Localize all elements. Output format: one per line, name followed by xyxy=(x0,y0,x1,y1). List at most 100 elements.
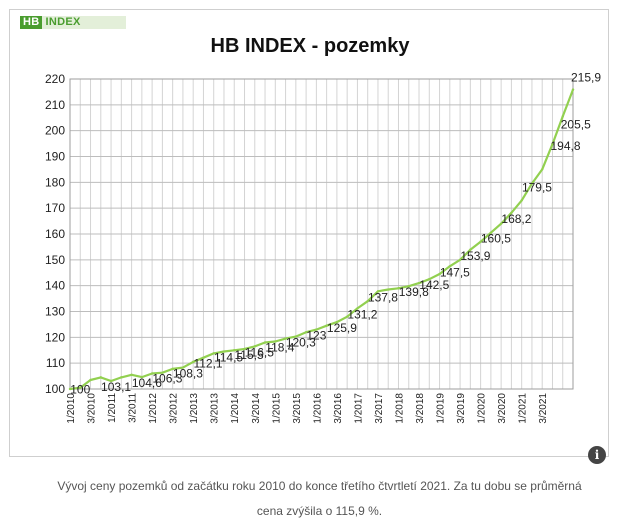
data-point xyxy=(89,378,92,382)
data-point xyxy=(253,345,256,348)
chart-title: HB INDEX - pozemky xyxy=(210,35,410,57)
data-label: 153,9 xyxy=(460,249,490,263)
x-tick-label: 3/2019 xyxy=(456,393,467,424)
x-tick-label: 1/2018 xyxy=(394,393,405,424)
data-label: 100 xyxy=(70,383,90,397)
data-label: 106,3 xyxy=(152,372,182,386)
data-point xyxy=(376,290,380,293)
data-label: 139,8 xyxy=(399,285,429,299)
x-tick-label: 3/2012 xyxy=(169,393,180,424)
data-point xyxy=(335,320,339,324)
data-point xyxy=(541,168,544,171)
y-tick-label: 130 xyxy=(45,305,65,319)
y-tick-label: 140 xyxy=(45,279,65,293)
data-point xyxy=(212,352,215,355)
image-caption: Vývoj ceny pozemků od začátku roku 2010 … xyxy=(0,474,639,524)
data-label: 120,3 xyxy=(286,336,316,350)
data-point xyxy=(294,335,298,338)
y-tick-label: 100 xyxy=(45,382,65,396)
data-point xyxy=(458,258,462,262)
y-tick-label: 150 xyxy=(45,253,65,267)
x-tick-label: 1/2013 xyxy=(189,393,200,424)
data-label: 205,5 xyxy=(561,117,591,131)
x-tick-label: 3/2014 xyxy=(251,393,262,424)
chart-frame: HB INDEX HB INDEX - pozemky 100 110 120 130… xyxy=(9,9,609,464)
data-point xyxy=(161,371,164,374)
y-tick-label: 170 xyxy=(45,201,65,215)
y-tick-label: 160 xyxy=(45,227,65,241)
caption-line-1: Vývoj ceny pozemků od začátku roku 2010 … xyxy=(57,479,582,493)
data-point xyxy=(243,347,246,351)
data-label: 194,8 xyxy=(550,139,580,153)
data-label: 116,5 xyxy=(245,345,274,359)
x-tick-label: 1/2014 xyxy=(230,393,241,424)
x-tick-label: 1/2020 xyxy=(477,393,488,424)
data-point xyxy=(499,222,503,225)
data-label: 179,5 xyxy=(522,181,552,195)
y-tick-label: 120 xyxy=(45,330,65,344)
data-point xyxy=(120,376,123,379)
data-label: 215,9 xyxy=(571,71,601,85)
data-point xyxy=(191,360,195,364)
data-label: 147,5 xyxy=(440,265,470,279)
x-tick-label: 3/2011 xyxy=(128,393,139,423)
info-icon[interactable]: i xyxy=(588,446,606,464)
x-tick-label: 1/2021 xyxy=(518,393,529,424)
x-tick-label: 1/2011 xyxy=(107,393,118,423)
data-point xyxy=(469,248,472,251)
data-label: 104,6 xyxy=(132,376,162,390)
data-point xyxy=(130,373,133,376)
data-point xyxy=(140,375,144,379)
plot-area xyxy=(69,78,574,390)
data-label: 115,5 xyxy=(235,348,264,362)
data-point xyxy=(325,324,328,327)
data-label: 137,8 xyxy=(368,290,398,304)
data-point xyxy=(263,341,267,344)
data-point xyxy=(438,272,441,276)
data-point xyxy=(233,349,236,352)
data-point xyxy=(489,231,493,234)
x-tick-label: 3/2018 xyxy=(415,393,426,424)
x-tick-label: 3/2020 xyxy=(497,393,508,424)
data-point xyxy=(79,386,82,389)
data-point xyxy=(428,278,431,281)
data-point xyxy=(150,372,154,375)
x-tick-label: 3/2015 xyxy=(292,393,303,424)
data-point xyxy=(284,337,287,340)
x-tick-label: 1/2016 xyxy=(312,393,323,424)
data-point xyxy=(510,211,513,215)
data-label: 103,1 xyxy=(101,380,131,394)
data-point xyxy=(571,88,575,91)
x-tick-label: 3/2021 xyxy=(538,393,549,424)
data-label: 125,9 xyxy=(327,321,357,335)
x-tick-label: 3/2010 xyxy=(87,393,98,424)
data-point xyxy=(222,350,226,353)
x-tick-label: 1/2012 xyxy=(148,393,159,424)
hbindex-logo: HB INDEX xyxy=(20,16,126,29)
data-label: 108,3 xyxy=(173,367,203,381)
data-point xyxy=(366,299,369,303)
data-point xyxy=(530,182,534,185)
x-tick-label: 3/2017 xyxy=(374,393,385,424)
data-point xyxy=(356,307,359,310)
data-point xyxy=(304,330,308,334)
logo-part-index: INDEX xyxy=(41,16,126,29)
data-point xyxy=(274,340,277,343)
y-tick-label: 180 xyxy=(45,175,65,189)
data-label: 160,5 xyxy=(481,232,511,246)
data-point xyxy=(202,356,205,359)
data-label: 131,2 xyxy=(347,307,377,321)
data-point xyxy=(397,287,400,290)
data-point xyxy=(68,387,72,391)
data-point xyxy=(315,328,318,331)
x-tick-label: 1/2019 xyxy=(436,393,447,424)
data-label: 142,5 xyxy=(419,278,449,292)
data-label: 118,4 xyxy=(265,340,294,354)
data-point xyxy=(417,281,421,285)
x-tick-label: 3/2016 xyxy=(333,393,344,424)
data-label: 114,5 xyxy=(214,351,243,365)
data-point xyxy=(561,115,564,118)
data-point xyxy=(109,379,113,383)
line-chart: 100 110 120 130 140 150 160 170 180 190 200 210 220 1… xyxy=(45,71,601,424)
data-point xyxy=(387,288,390,291)
